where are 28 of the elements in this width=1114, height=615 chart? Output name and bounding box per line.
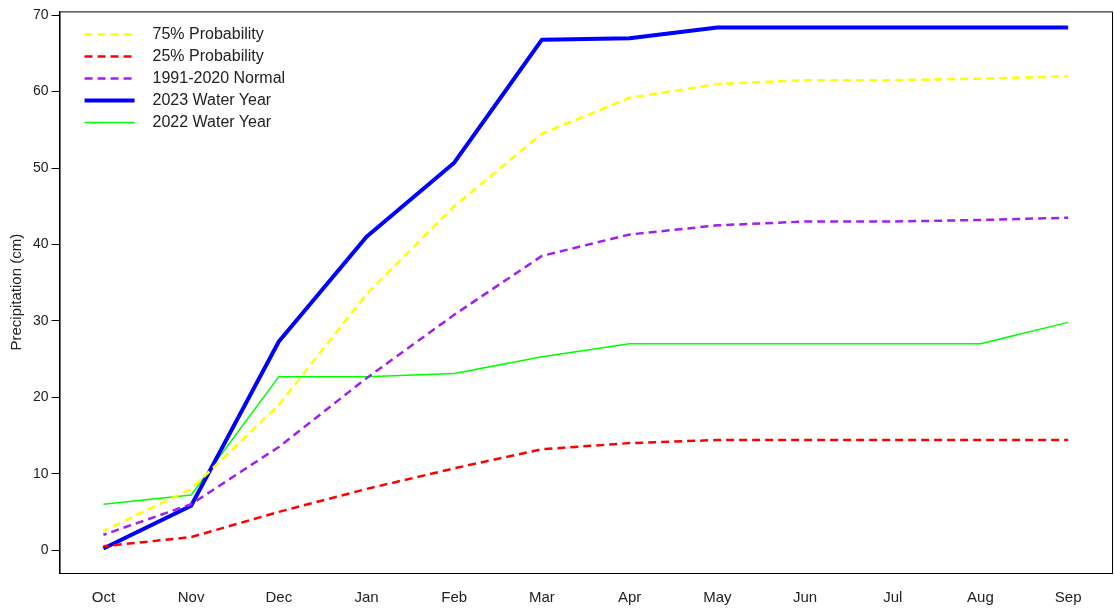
y-tick-label: 50 bbox=[32, 158, 49, 175]
x-tick-label: Mar bbox=[529, 588, 555, 606]
x-tick-label: Jul bbox=[883, 588, 903, 606]
x-tick-label: Feb bbox=[441, 588, 468, 606]
legend-label: 1991-2020 Normal bbox=[152, 68, 286, 86]
x-tick-label: May bbox=[703, 588, 733, 606]
legend-label: 75% Probability bbox=[152, 24, 264, 42]
y-tick-label: 0 bbox=[40, 540, 49, 557]
legend-label: 2022 Water Year bbox=[152, 112, 272, 130]
legend-label: 2023 Water Year bbox=[152, 90, 272, 108]
x-tick-label: Aug bbox=[967, 588, 994, 606]
line-series bbox=[102, 216, 1070, 537]
x-tick-label: Dec bbox=[265, 588, 293, 606]
line-series bbox=[102, 438, 1070, 548]
y-tick-label: 10 bbox=[32, 464, 49, 481]
x-tick-label: Nov bbox=[177, 588, 205, 606]
x-tick-label: Oct bbox=[91, 588, 116, 606]
x-tick-label: Jan bbox=[354, 588, 379, 606]
legend-label: 25% Probability bbox=[152, 46, 264, 64]
x-tick-label: Apr bbox=[617, 588, 642, 606]
y-tick-label: 70 bbox=[32, 6, 49, 23]
y-tick-label: 40 bbox=[32, 235, 49, 252]
y-tick-label: 30 bbox=[32, 311, 49, 328]
y-tick-label: 60 bbox=[32, 82, 49, 99]
x-tick-label: Sep bbox=[1054, 588, 1082, 606]
x-tick-label: Jun bbox=[792, 588, 818, 606]
y-axis-title: Precipitation (cm) bbox=[7, 233, 25, 351]
y-tick-label: 20 bbox=[32, 388, 49, 405]
